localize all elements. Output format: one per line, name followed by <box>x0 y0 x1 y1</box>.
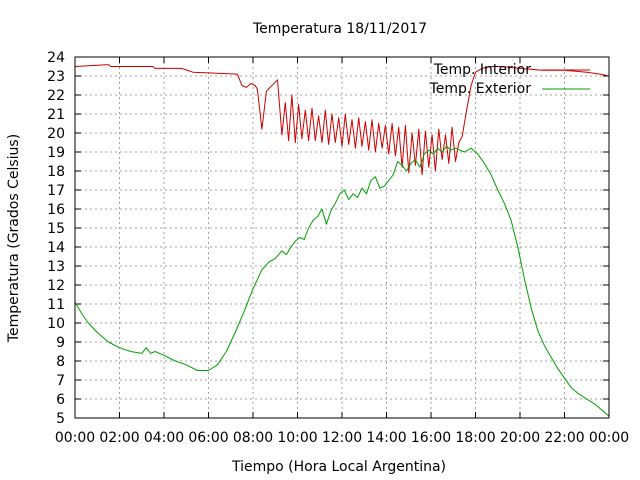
x-tick-label: 12:00 <box>322 430 362 446</box>
x-tick-label: 10:00 <box>277 430 317 446</box>
y-tick-label: 21 <box>47 107 65 123</box>
y-tick-label: 18 <box>47 164 65 180</box>
y-tick-label: 6 <box>56 392 65 408</box>
y-axis-label: Temperatura (Grados Celsius) <box>6 134 22 343</box>
x-tick-label: 02:00 <box>99 430 139 446</box>
series-line-exterior <box>74 145 610 417</box>
legend-label-interior: Temp. Interior <box>433 62 532 78</box>
y-tick-label: 24 <box>47 50 65 66</box>
x-axis-label: Tiempo (Hora Local Argentina) <box>231 459 446 475</box>
x-tick-label: 18:00 <box>455 430 495 446</box>
y-tick-label: 14 <box>47 240 65 256</box>
grid-lines <box>75 57 609 418</box>
y-tick-label: 15 <box>47 221 65 237</box>
x-tick-label: 06:00 <box>188 430 228 446</box>
y-tick-label: 23 <box>47 69 65 85</box>
y-tick-label: 20 <box>47 126 65 142</box>
y-tick-label: 12 <box>47 278 65 294</box>
y-tick-label: 5 <box>56 411 65 427</box>
x-tick-label: 00:00 <box>55 430 95 446</box>
y-tick-label: 9 <box>56 335 65 351</box>
x-tick-label: 22:00 <box>544 430 584 446</box>
y-tick-label: 10 <box>47 316 65 332</box>
x-tick-label: 16:00 <box>411 430 451 446</box>
legend: Temp. Interior Temp. Exterior <box>429 62 590 97</box>
y-tick-label: 7 <box>56 373 65 389</box>
y-tick-label: 16 <box>47 202 65 218</box>
plot-frame <box>74 56 610 419</box>
series-lines <box>74 64 610 417</box>
x-tick-label: 00:00 <box>589 430 629 446</box>
y-tick-label: 13 <box>47 259 65 275</box>
x-tick-label: 14:00 <box>366 430 406 446</box>
y-tick-label: 17 <box>47 183 65 199</box>
legend-label-exterior: Temp. Exterior <box>429 81 532 97</box>
x-tick-label: 08:00 <box>233 430 273 446</box>
y-tick-label: 8 <box>56 354 65 370</box>
chart-title: Temperatura 18/11/2017 <box>252 21 427 37</box>
x-tick-label: 04:00 <box>144 430 184 446</box>
x-tick-labels: 00:00 02:00 04:00 06:00 08:00 10:00 12:00 14:00… <box>55 430 629 446</box>
y-tick-label: 19 <box>47 145 65 161</box>
y-tick-labels: 5 6 7 8 9 10 11 12 13 14 15 16 17 18 19 20 21 22 23 24 <box>47 50 65 427</box>
y-tick-label: 11 <box>47 297 65 313</box>
series-line-interior <box>74 64 610 176</box>
y-tick-label: 22 <box>47 88 65 104</box>
x-tick-label: 20:00 <box>500 430 540 446</box>
